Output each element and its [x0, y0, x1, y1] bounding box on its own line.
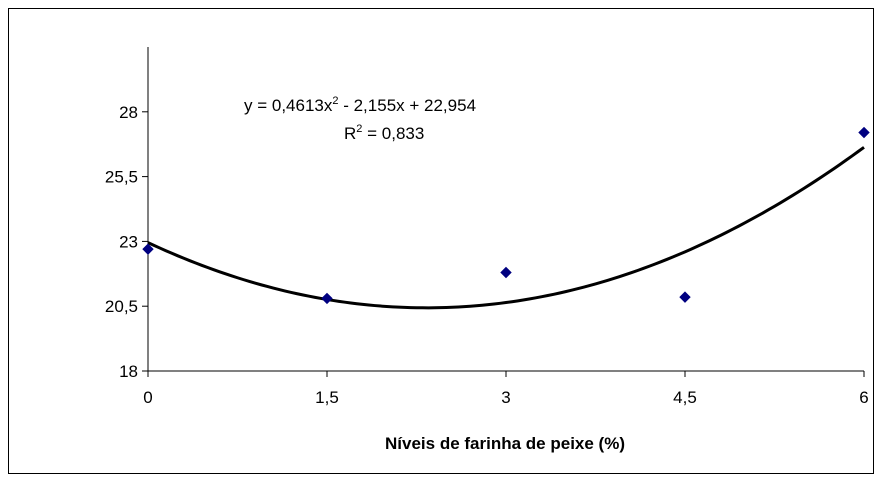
y-tick-label: 28 — [119, 103, 138, 122]
r-squared-label: R2 = 0,833 — [344, 123, 424, 143]
y-tick-label: 18 — [119, 362, 138, 381]
ticks: 18 20,5 23 25,5 28 0 1,5 3 4,5 6 — [105, 103, 869, 407]
trendline-equation: y = 0,4613x2 - 2,155x + 22,954 — [244, 95, 476, 115]
trendline-layer — [147, 146, 865, 310]
scatter-chart: 18 20,5 23 25,5 28 0 1,5 3 4,5 6 y = 0,4613x2 - 2… — [105, 47, 870, 453]
data-point — [142, 243, 154, 255]
trendline-path — [147, 146, 865, 310]
x-axis-title: Níveis de farinha de peixe (%) — [385, 434, 625, 453]
x-tick-label: 1,5 — [315, 388, 339, 407]
y-tick-label: 23 — [119, 232, 138, 251]
y-tick-label: 25,5 — [105, 168, 138, 187]
data-point — [500, 266, 512, 279]
x-tick-label: 6 — [859, 388, 868, 407]
x-tick-label: 4,5 — [673, 388, 697, 407]
y-tick-label: 20,5 — [105, 297, 138, 316]
data-point — [858, 126, 870, 139]
data-point — [321, 292, 333, 305]
chart-frame: 18 20,5 23 25,5 28 0 1,5 3 4,5 6 y = 0,4613x2 - 2… — [8, 8, 874, 474]
data-points — [142, 126, 870, 305]
x-tick-label: 0 — [143, 388, 152, 407]
data-point — [679, 291, 691, 303]
x-tick-label: 3 — [501, 388, 510, 407]
